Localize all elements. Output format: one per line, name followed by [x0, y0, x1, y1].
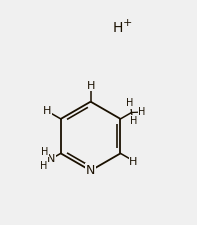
- Text: N: N: [86, 164, 95, 177]
- Text: H: H: [41, 147, 48, 157]
- Text: H: H: [86, 81, 95, 91]
- Text: H: H: [138, 106, 146, 117]
- Text: H: H: [113, 21, 123, 35]
- Text: N: N: [47, 154, 56, 164]
- Text: H: H: [129, 157, 138, 167]
- Text: +: +: [122, 18, 132, 28]
- Text: H: H: [43, 106, 52, 115]
- Text: H: H: [40, 161, 47, 171]
- Text: H: H: [126, 98, 133, 108]
- Text: H: H: [130, 116, 137, 126]
